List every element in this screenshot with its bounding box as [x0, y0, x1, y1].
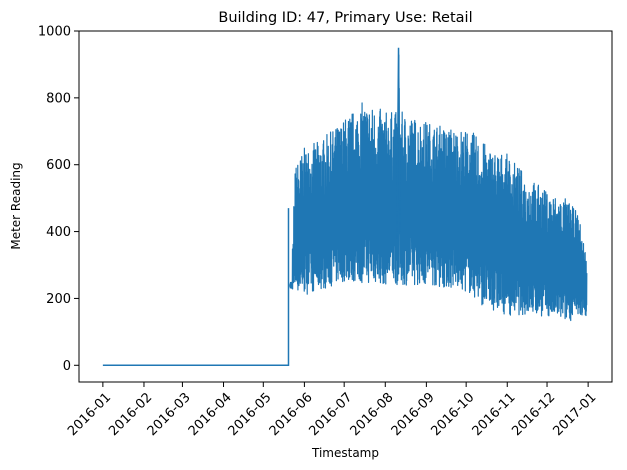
- y-axis-label: Meter Reading: [9, 162, 23, 249]
- y-tick-label: 600: [46, 158, 71, 173]
- y-tick-label: 800: [46, 91, 71, 106]
- chart-title: Building ID: 47, Primary Use: Retail: [218, 10, 472, 26]
- x-tick-label: 2017-01: [550, 390, 599, 439]
- y-tick-label: 0: [63, 359, 71, 374]
- y-axis: 0 200 400 600 800 1000: [38, 25, 79, 374]
- series-line-readings: [289, 54, 588, 322]
- x-tick-label: 2016-08: [348, 390, 397, 439]
- y-tick-label: 1000: [38, 25, 71, 40]
- x-tick-label: 2016-07: [306, 390, 355, 439]
- x-tick-label: 2016-05: [226, 390, 275, 439]
- x-tick-label: 2016-10: [428, 390, 477, 439]
- series-group: [102, 47, 588, 367]
- x-axis: 2016-012016-022016-032016-042016-052016-…: [65, 382, 599, 439]
- x-axis-label: Timestamp: [311, 446, 379, 460]
- y-tick-label: 400: [46, 225, 71, 240]
- x-tick-label: 2016-01: [65, 390, 114, 439]
- y-tick-label: 200: [46, 292, 71, 307]
- plot-frame: [78, 30, 613, 383]
- x-tick-label: 2016-12: [509, 390, 558, 439]
- series-line-baseline: [102, 208, 290, 367]
- x-tick-label: 2016-03: [145, 390, 194, 439]
- series-line-peak: [396, 47, 401, 239]
